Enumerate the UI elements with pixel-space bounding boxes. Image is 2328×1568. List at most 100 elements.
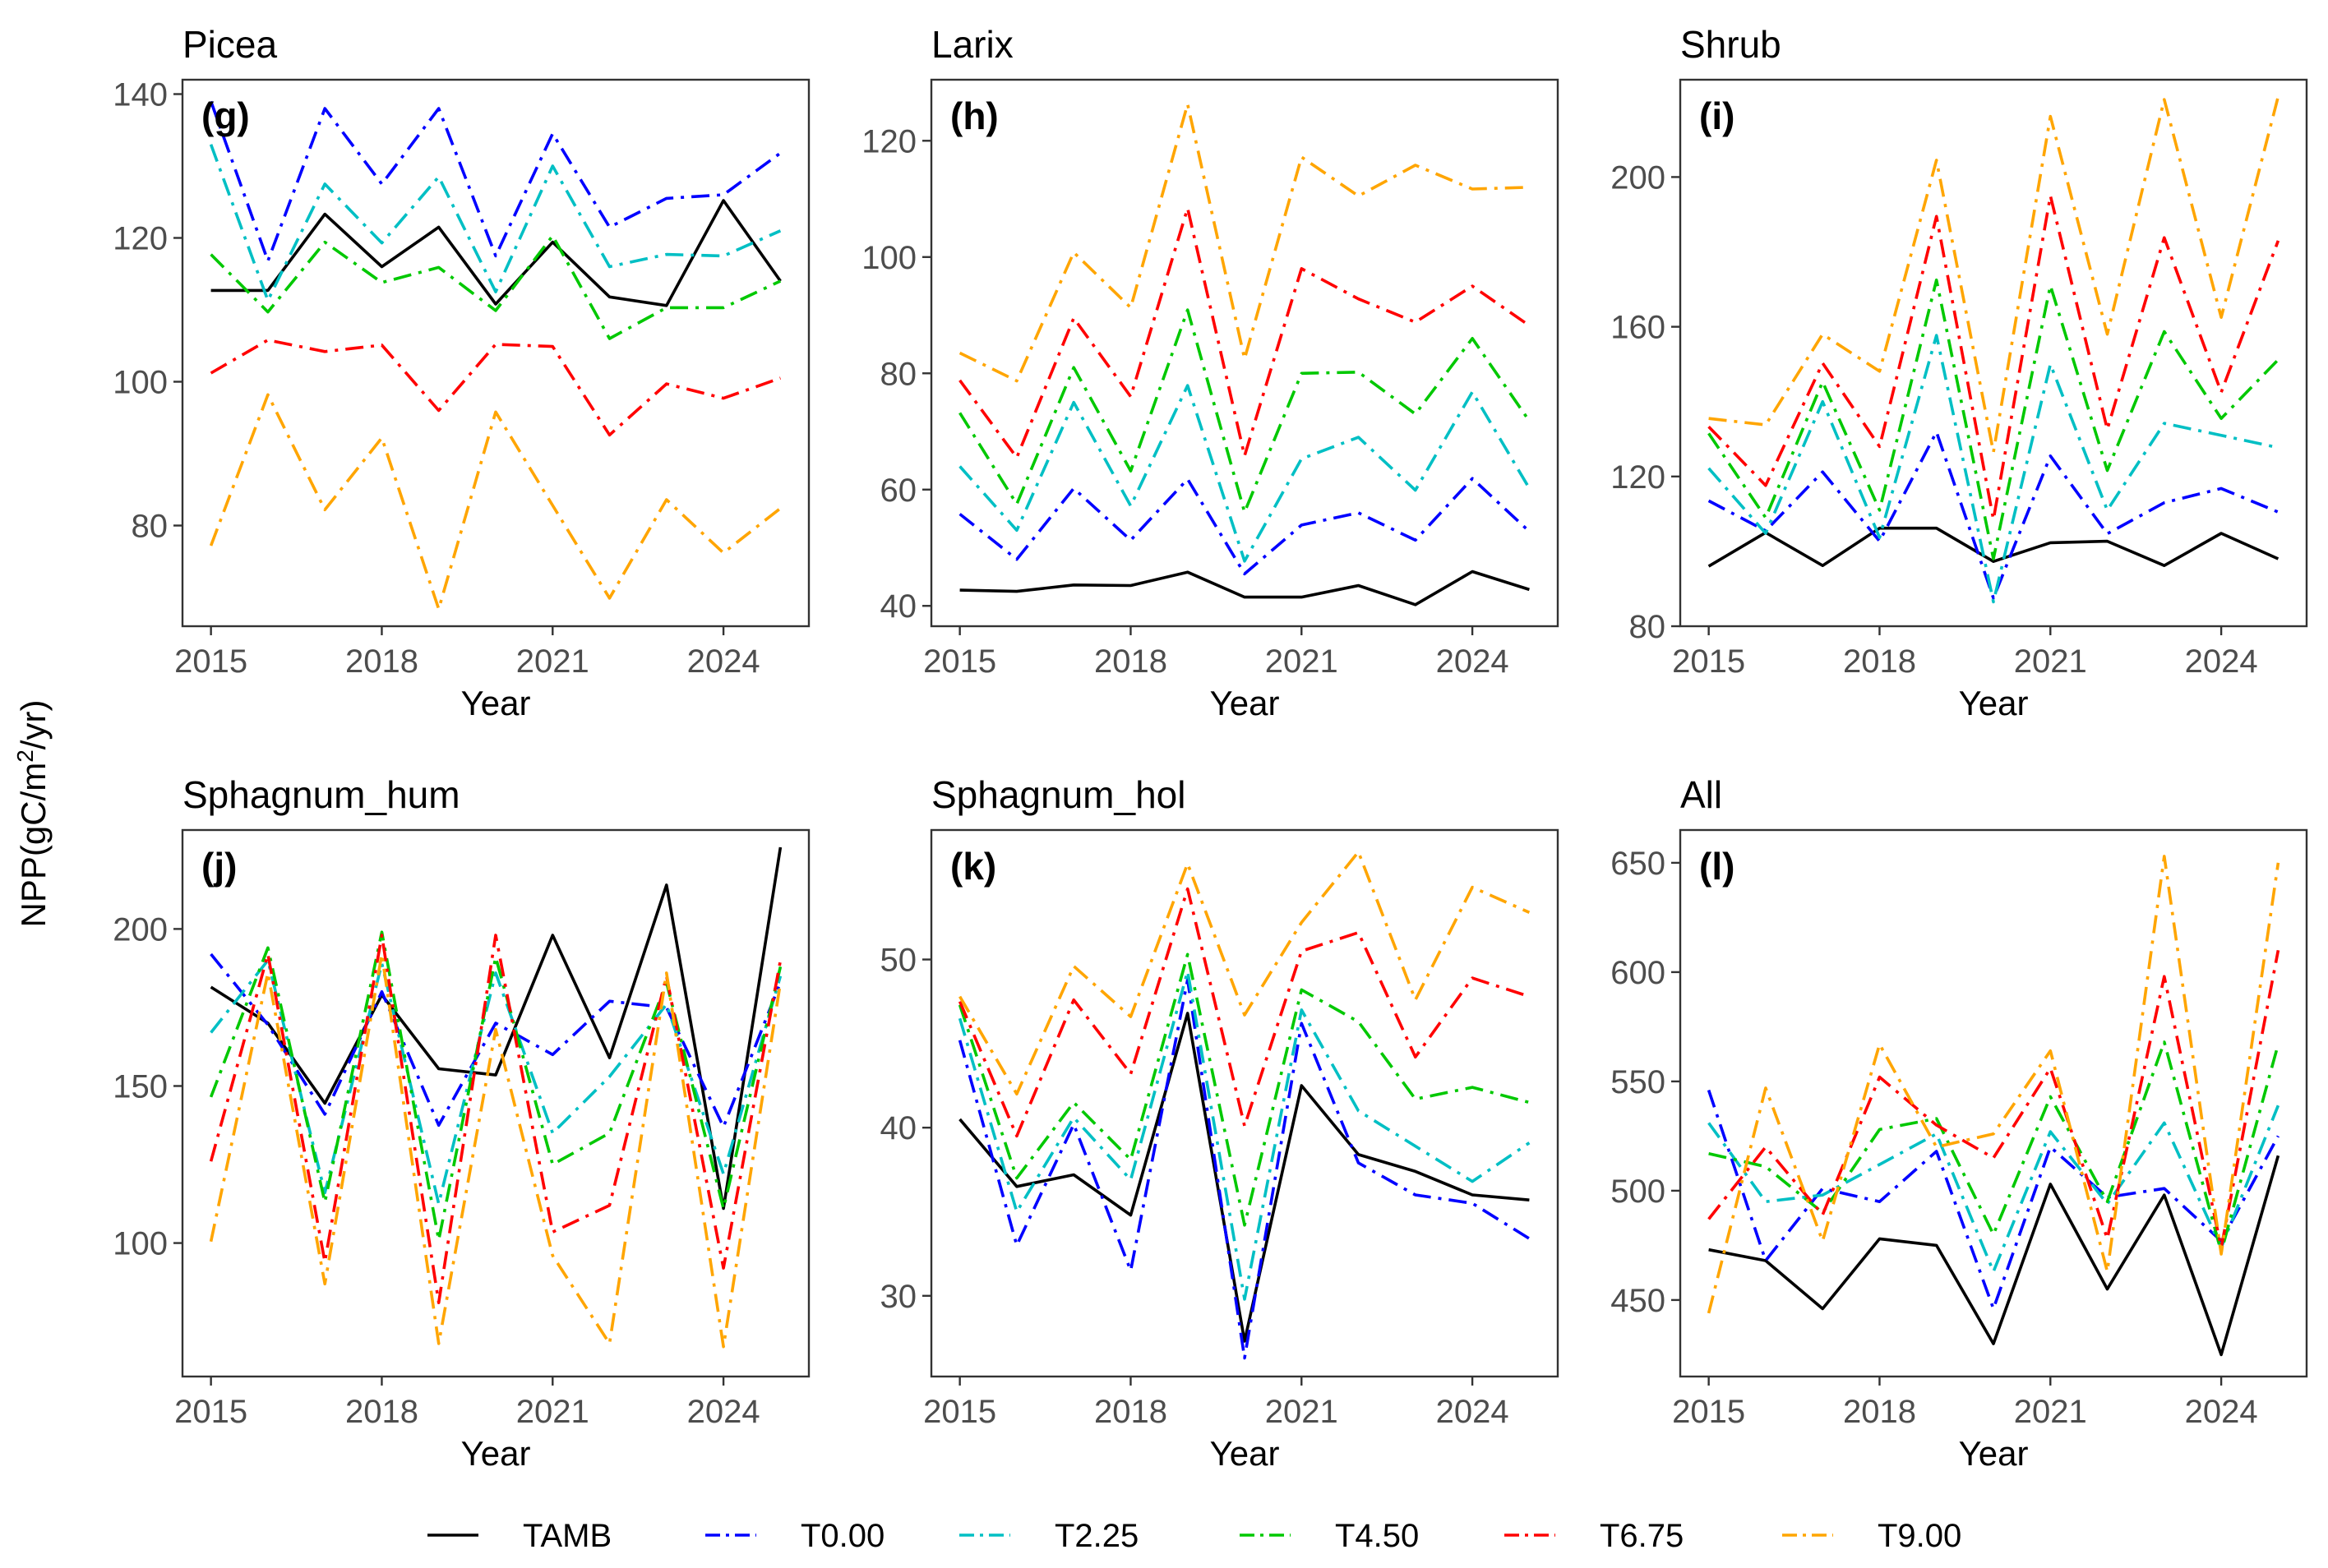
x-tick-label: 2015: [1672, 643, 1745, 680]
y-tick-label: 100: [861, 240, 917, 276]
x-tick-label: 2024: [1436, 1394, 1509, 1430]
y-tick-label: 500: [1610, 1174, 1665, 1210]
panel-larix: Larix (h) 40 60 80 100 120 2015 2018 2021 2024 Year: [861, 23, 1559, 722]
y-axis-label: NPP(gC/m2/yr): [12, 700, 53, 928]
panel-title: Picea: [182, 23, 277, 66]
series-line-t4-50: [958, 308, 1531, 514]
series-line-t9-00: [958, 850, 1531, 1095]
series-line-t9-00: [1707, 855, 2280, 1314]
series-line-tamb: [1708, 1155, 2280, 1357]
legend-item-t2-25: T2.25: [959, 1518, 1139, 1554]
legend-label: T0.00: [801, 1518, 885, 1554]
x-tick-label: 2018: [345, 1394, 418, 1430]
y-axis-label-prefix: NPP(gC/m: [14, 763, 53, 928]
x-tick-label: 2018: [1843, 643, 1916, 680]
x-tick-label: 2015: [174, 643, 247, 680]
series-line-t0-00: [1707, 430, 2280, 600]
panel-title: Sphagnum_hol: [931, 773, 1185, 816]
y-tick-label: 140: [113, 77, 168, 113]
series-line-t4-50: [209, 930, 783, 1242]
panel-title: Sphagnum_hum: [182, 773, 460, 816]
legend-item-t9-00: T9.00: [1782, 1518, 1961, 1554]
legend: TAMB T0.00 T2.25 T4.50 T6.75 T9.00: [427, 1518, 1961, 1554]
x-tick-label: 2015: [923, 1394, 996, 1430]
series-line-tamb: [210, 199, 782, 307]
series-line-t4-50: [958, 952, 1530, 1227]
legend-item-t0-00: T0.00: [705, 1518, 885, 1554]
legend-label: T4.50: [1335, 1518, 1419, 1554]
series-group: [958, 102, 1531, 606]
y-tick-label: 150: [113, 1068, 168, 1105]
panel-border: [181, 828, 811, 1378]
series-line-t0-00: [1707, 1089, 2280, 1311]
panel-tag: (j): [201, 845, 237, 888]
x-tick-label: 2024: [2185, 643, 2258, 680]
x-tick-label: 2015: [1672, 1394, 1745, 1430]
legend-item-t4-50: T4.50: [1240, 1518, 1419, 1554]
panel-tag: (g): [201, 95, 250, 137]
y-axis-label-superscript: 2: [12, 749, 38, 763]
x-tick-label: 2018: [1094, 643, 1167, 680]
panel-tag: (h): [950, 95, 999, 137]
x-tick-label: 2024: [2185, 1394, 2258, 1430]
x-tick-label: 2024: [1436, 643, 1509, 680]
panel-title: Larix: [931, 23, 1014, 66]
y-axis-label-suffix: /yr): [14, 700, 53, 750]
panel-picea: Picea (g) 80 100 120 140 2015 2018 2021 2024 Year: [113, 23, 811, 722]
panel-border: [1679, 78, 2308, 628]
legend-label: T6.75: [1600, 1518, 1684, 1554]
legend-item-tamb: TAMB: [427, 1518, 612, 1554]
legend-label: T9.00: [1878, 1518, 1961, 1554]
x-tick-label: 2021: [516, 643, 589, 680]
x-tick-label: 2024: [687, 643, 760, 680]
x-tick-label: 2021: [2014, 643, 2087, 680]
series-line-tamb: [958, 1012, 1530, 1343]
series-line-tamb: [959, 570, 1530, 606]
series-line-t6-75: [958, 887, 1530, 1138]
y-tick-label: 50: [880, 943, 917, 979]
y-tick-label: 600: [1610, 955, 1665, 991]
y-tick-label: 160: [1610, 310, 1665, 346]
x-axis-label: Year: [1959, 1434, 2029, 1473]
x-axis-label: Year: [1210, 1434, 1280, 1473]
y-tick-label: 30: [880, 1279, 917, 1315]
x-tick-label: 2018: [1843, 1394, 1916, 1430]
x-tick-label: 2021: [1265, 643, 1338, 680]
series-line-tamb: [1707, 526, 2280, 568]
x-tick-label: 2018: [345, 643, 418, 680]
series-line-t2-25: [1707, 334, 2279, 604]
y-tick-label: 100: [113, 365, 168, 401]
series-line-t4-50: [1708, 1040, 2280, 1254]
y-tick-label: 650: [1610, 846, 1665, 882]
series-line-t0-00: [209, 100, 782, 263]
panel-tag: (i): [1699, 95, 1734, 137]
x-tick-label: 2021: [2014, 1394, 2087, 1430]
x-tick-label: 2015: [923, 643, 996, 680]
series-line-t9-00: [1708, 96, 2280, 454]
series-line-t6-75: [1707, 194, 2280, 522]
x-tick-label: 2024: [687, 1394, 760, 1430]
y-tick-label: 200: [1610, 159, 1665, 196]
y-tick-label: 40: [880, 1110, 917, 1146]
series-line-t2-25: [958, 970, 1531, 1301]
series-line-t2-25: [209, 144, 782, 302]
y-tick-label: 550: [1610, 1064, 1665, 1100]
series-line-t4-50: [1707, 278, 2280, 560]
y-tick-label: 120: [861, 123, 917, 159]
panel-border: [181, 78, 811, 628]
series-line-t2-25: [1707, 1105, 2280, 1274]
legend-item-t6-75: T6.75: [1504, 1518, 1684, 1554]
y-tick-label: 200: [113, 911, 168, 948]
series-line-tamb: [210, 846, 783, 1211]
panel-tag: (k): [950, 845, 996, 888]
legend-label: TAMB: [523, 1518, 612, 1554]
x-tick-label: 2021: [516, 1394, 589, 1430]
series-group: [958, 850, 1531, 1360]
series-line-t9-00: [958, 102, 1530, 383]
series-group: [209, 100, 782, 611]
y-tick-label: 100: [113, 1226, 168, 1262]
x-axis-label: Year: [461, 1434, 531, 1473]
series-line-t6-75: [958, 206, 1531, 459]
